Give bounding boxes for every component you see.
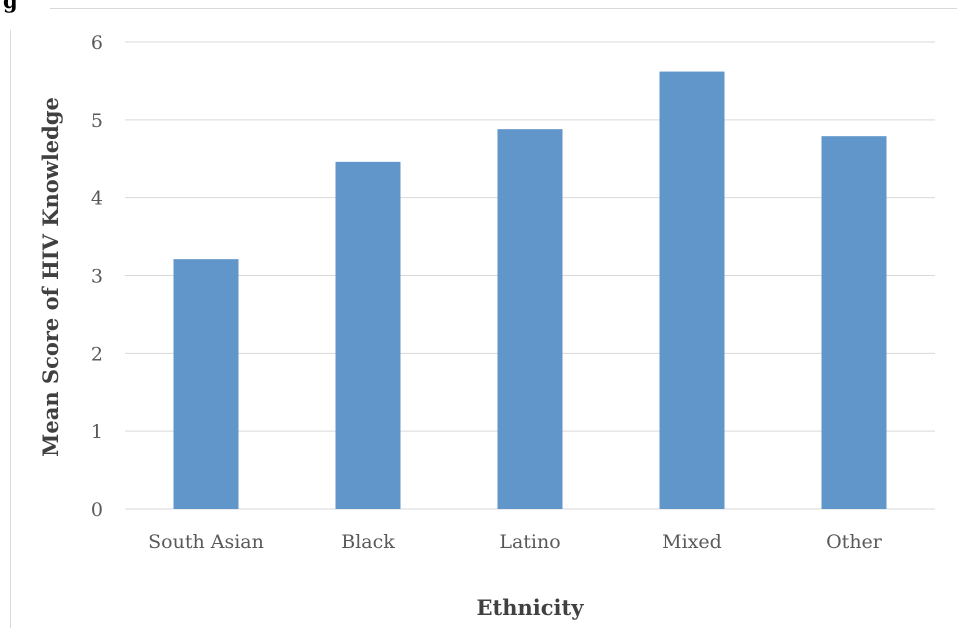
- y-tick-label: 5: [91, 110, 103, 132]
- y-tick-label: 0: [91, 499, 103, 521]
- x-axis-title: Ethnicity: [477, 595, 585, 620]
- corner-label: g: [3, 0, 18, 13]
- x-tick-label: South Asian: [148, 531, 264, 553]
- x-axis-ticks: South Asian Black Latino Mixed Other: [148, 531, 883, 553]
- bar-latino: [497, 129, 563, 509]
- bar-other: [821, 136, 887, 509]
- y-tick-label: 6: [91, 32, 103, 54]
- bar-black: [335, 161, 401, 509]
- y-tick-label: 3: [91, 266, 103, 288]
- y-axis-ticks: 0 1 2 3 4 5 6: [91, 32, 103, 521]
- bars: [173, 71, 887, 510]
- bar-south-asian: [173, 259, 239, 509]
- x-tick-label: Other: [826, 531, 883, 553]
- x-tick-label: Latino: [499, 531, 560, 553]
- y-axis-title: Mean Score of HIV Knowledge: [38, 97, 63, 457]
- y-tick-label: 4: [91, 188, 103, 210]
- x-tick-label: Black: [341, 531, 395, 553]
- x-tick-label: Mixed: [662, 531, 722, 553]
- y-tick-label: 2: [91, 343, 103, 365]
- bar-mixed: [659, 71, 725, 510]
- y-tick-label: 1: [91, 421, 103, 443]
